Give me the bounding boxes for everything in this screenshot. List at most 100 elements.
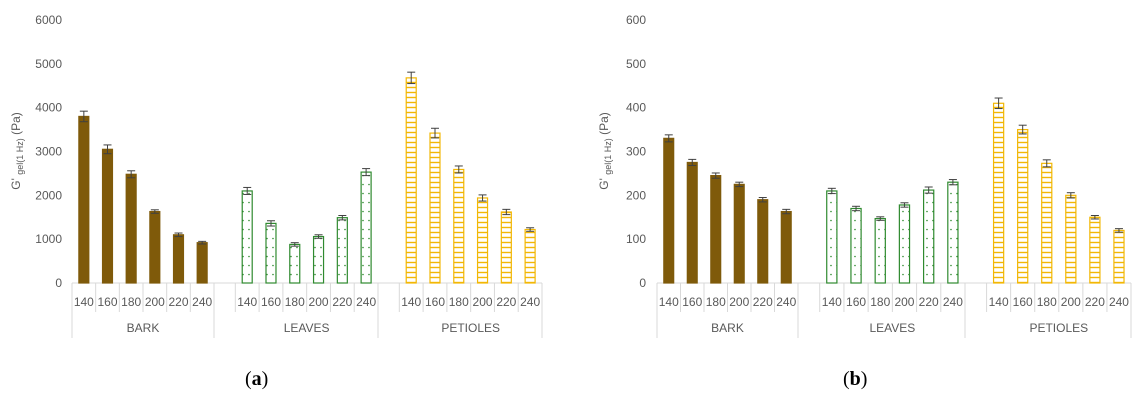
- x-tick-label: 220: [168, 295, 188, 309]
- x-tick-label: 200: [473, 295, 493, 309]
- x-tick-label: 180: [449, 295, 469, 309]
- bar-bark: [663, 137, 675, 284]
- bar-bark: [125, 173, 137, 284]
- bar-petioles: [500, 211, 512, 284]
- group-label: BARK: [711, 321, 744, 335]
- x-tick-label: 220: [919, 295, 939, 309]
- y-tick-label: 500: [626, 57, 646, 71]
- x-tick-label: 140: [822, 295, 842, 309]
- bar-petioles: [476, 197, 489, 284]
- x-tick-label: 200: [309, 295, 329, 309]
- y-tick-label: 1000: [35, 232, 62, 246]
- x-tick-label: 240: [356, 295, 376, 309]
- x-tick-label: 220: [332, 295, 352, 309]
- bar-bark: [686, 161, 698, 284]
- x-tick-label: 180: [706, 295, 726, 309]
- bar-leaves: [898, 204, 911, 284]
- y-tick-label: 300: [626, 145, 646, 159]
- y-tick-label: 400: [626, 101, 646, 115]
- group-label: LEAVES: [869, 321, 915, 335]
- bar-bark: [757, 199, 769, 284]
- bar-leaves: [360, 171, 372, 284]
- x-tick-label: 200: [145, 295, 165, 309]
- x-tick-label: 200: [729, 295, 749, 309]
- bar-leaves: [922, 189, 935, 284]
- y-tick-label: 100: [626, 232, 646, 246]
- group-label: PETIOLES: [1029, 321, 1088, 335]
- bar-petioles: [429, 132, 441, 284]
- y-axis-title-main: G': [597, 175, 611, 190]
- bar-petioles: [453, 168, 465, 284]
- bar-leaves: [312, 235, 325, 284]
- x-tick-label: 240: [776, 295, 796, 309]
- y-axis-title-unit: (Pa): [9, 112, 23, 138]
- x-tick-label: 220: [753, 295, 773, 309]
- x-tick-label: 160: [97, 295, 117, 309]
- x-tick-label: 180: [870, 295, 890, 309]
- x-tick-label: 240: [943, 295, 963, 309]
- bar-leaves: [336, 217, 348, 284]
- bar-leaves: [265, 222, 277, 284]
- y-tick-label: 0: [639, 276, 646, 290]
- x-tick-label: 160: [682, 295, 702, 309]
- bar-petioles: [1041, 162, 1053, 284]
- bar-petioles: [1089, 216, 1101, 284]
- bar-bark: [78, 115, 90, 284]
- x-tick-label: 200: [894, 295, 914, 309]
- y-tick-label: 5000: [35, 57, 62, 71]
- y-tick-label: 0: [55, 276, 62, 290]
- bar-bark: [710, 175, 722, 284]
- y-tick-label: 6000: [35, 13, 62, 27]
- y-tick-label: 3000: [35, 145, 62, 159]
- x-tick-label: 160: [1013, 295, 1033, 309]
- bar-petioles: [405, 77, 417, 284]
- bar-bark: [172, 234, 185, 284]
- y-tick-label: 4000: [35, 101, 62, 115]
- y-tick-label: 600: [626, 13, 646, 27]
- x-tick-label: 160: [425, 295, 445, 309]
- chart-panel-a: 0 1000 2000 3000 4000 5000 6000 G' gel(1 Hz) (P…: [9, 13, 543, 338]
- x-tick-label: 240: [192, 295, 212, 309]
- bar-petioles: [1017, 128, 1029, 284]
- bar-leaves: [289, 243, 301, 284]
- x-tick-label: 200: [1061, 295, 1081, 309]
- y-tick-label: 2000: [35, 188, 62, 202]
- y-axis-title: G' gel(1 Hz) (Pa): [597, 112, 613, 190]
- bar-leaves: [850, 207, 862, 284]
- group-label: PETIOLES: [441, 321, 500, 335]
- bar-leaves: [241, 190, 253, 284]
- bar-petioles: [524, 228, 536, 284]
- bar-bark: [196, 242, 208, 284]
- x-tick-label: 140: [989, 295, 1009, 309]
- x-tick-label: 240: [1109, 295, 1129, 309]
- x-tick-label: 160: [261, 295, 281, 309]
- x-tick-label: 160: [846, 295, 866, 309]
- panel-label-b: (b): [843, 368, 868, 390]
- y-axis-title: G' gel(1 Hz) (Pa): [9, 112, 25, 190]
- x-tick-label: 140: [401, 295, 421, 309]
- bar-bark: [733, 183, 745, 284]
- bar-leaves: [874, 217, 886, 284]
- bar-bark: [101, 148, 114, 284]
- x-tick-label: 180: [285, 295, 305, 309]
- group-label: BARK: [127, 321, 160, 335]
- bar-leaves: [947, 181, 959, 284]
- x-tick-label: 140: [659, 295, 679, 309]
- panel-label-a: (a): [245, 368, 269, 390]
- bar-petioles: [1065, 194, 1077, 284]
- x-tick-label: 240: [520, 295, 540, 309]
- y-axis-title-unit: (Pa): [597, 112, 611, 138]
- x-tick-label: 220: [496, 295, 516, 309]
- y-tick-label: 200: [626, 188, 646, 202]
- x-tick-label: 180: [121, 295, 141, 309]
- x-tick-label: 180: [1037, 295, 1057, 309]
- group-label: LEAVES: [284, 321, 330, 335]
- y-axis-title-main: G': [9, 175, 23, 190]
- bar-petioles: [992, 102, 1005, 284]
- x-tick-label: 140: [237, 295, 257, 309]
- x-tick-label: 220: [1085, 295, 1105, 309]
- bar-petioles: [1113, 229, 1125, 284]
